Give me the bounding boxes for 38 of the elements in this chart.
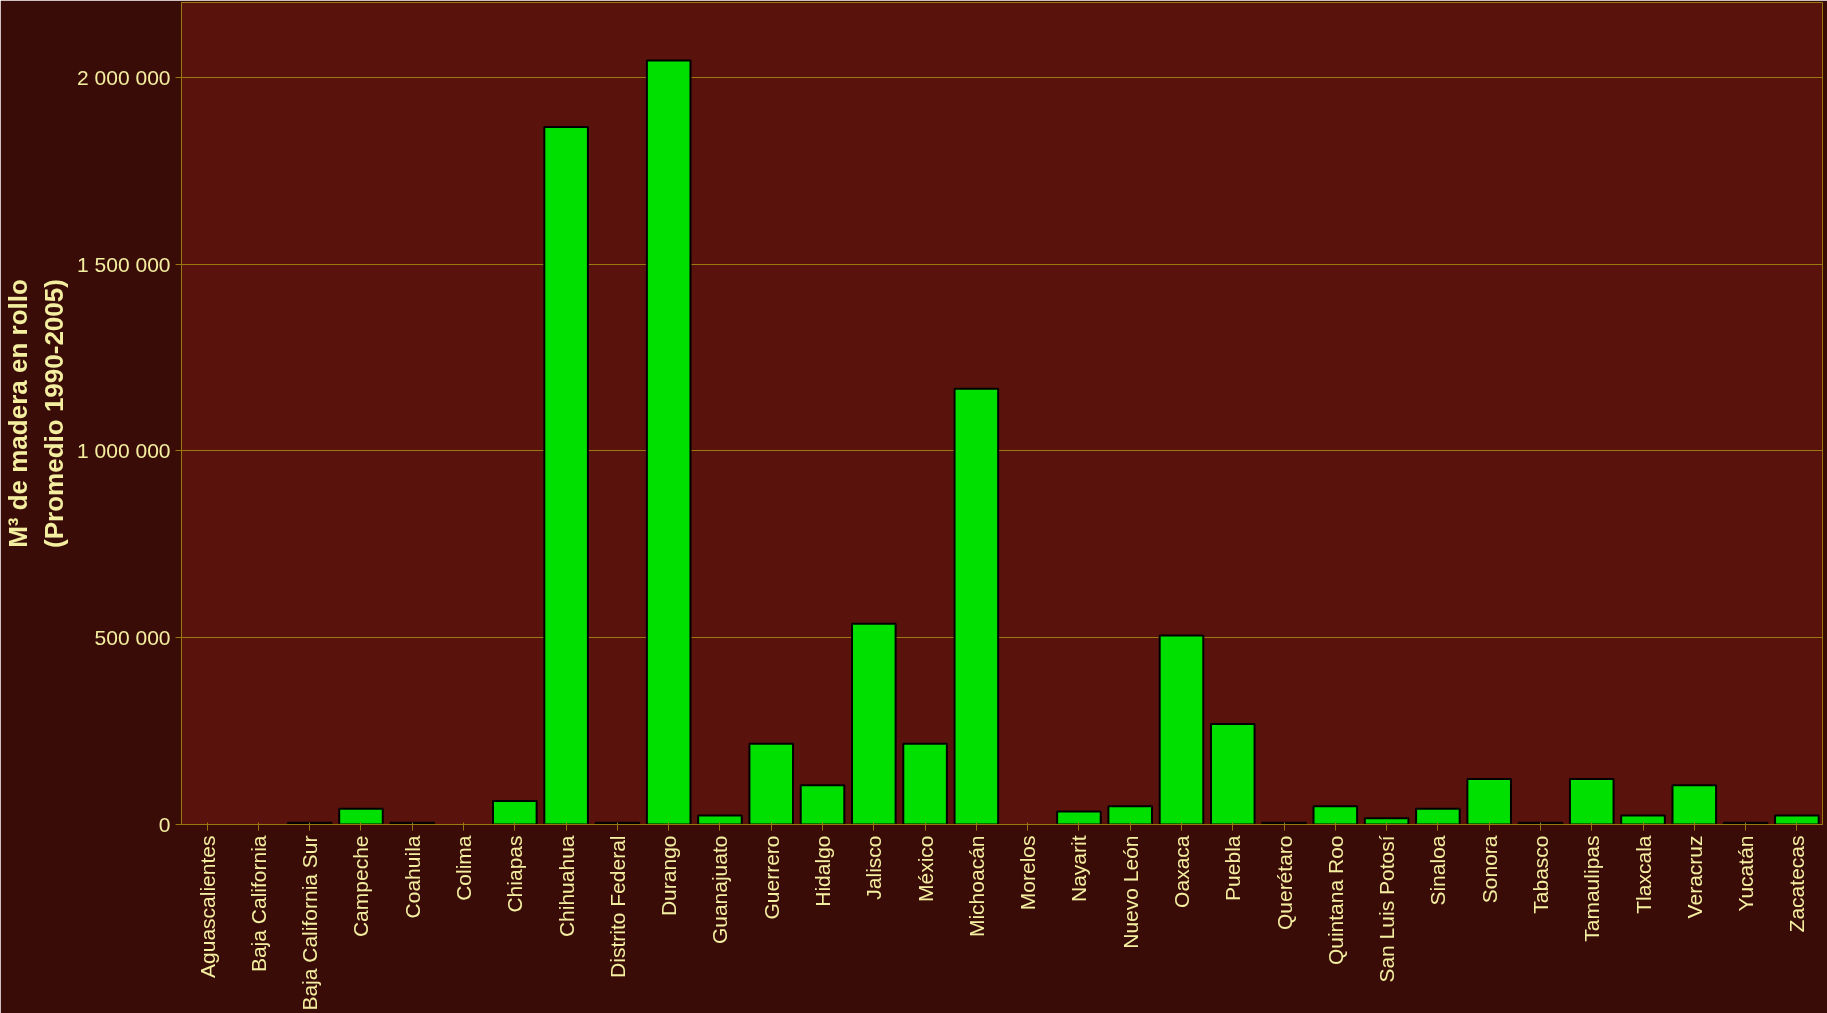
x-tick-label: Quintana Roo [1323, 835, 1347, 966]
x-tick-label: Baja California Sur [298, 835, 322, 1011]
y-tick-label: 1 000 000 [77, 439, 171, 463]
y-axis-title: M³ de madera en rollo (Promedio 1990-2005) [3, 279, 70, 548]
x-tick-label: Sinaloa [1426, 835, 1450, 906]
x-tick-label: Campeche [349, 835, 373, 938]
x-tick-label: Tabasco [1528, 835, 1552, 914]
y-tick-label: 2 000 000 [77, 65, 171, 89]
x-tick-label: Oaxaca [1169, 835, 1193, 908]
x-tick-label: Veracruz [1682, 835, 1706, 919]
x-tick-label: Michoacán [964, 835, 988, 938]
x-tick-label: Chihuahua [554, 835, 578, 938]
x-tick-label: Guanajuato [708, 835, 732, 945]
x-tick-label: Hidalgo [811, 835, 835, 907]
x-tick-label: Guerrero [759, 835, 783, 920]
y-tick-label: 500 000 [94, 626, 171, 650]
x-tick-label: Baja California [246, 835, 270, 973]
x-tick-label: Chiapas [503, 835, 527, 913]
x-tick-label: Zacatecas [1785, 835, 1809, 933]
x-tick-label: Puebla [1221, 835, 1245, 901]
x-tick-label: Tamaulipas [1580, 835, 1604, 942]
x-tick-label: Querétaro [1272, 835, 1296, 931]
x-tick-label: Coahuila [400, 835, 424, 919]
x-tick-label: México [913, 835, 937, 903]
x-tick-label: Durango [657, 835, 681, 917]
x-tick-label: Sonora [1477, 835, 1501, 904]
x-tick-label: Morelos [1016, 835, 1040, 911]
y-tick-label: 0 [158, 813, 171, 836]
x-tick-label: Aguascalientes [195, 835, 219, 978]
y-tick-label: 1 500 000 [77, 252, 171, 276]
x-tick-label: Tlaxcala [1631, 835, 1655, 914]
x-tick-label: Distrito Federal [605, 835, 629, 978]
x-tick-label: Jalisco [862, 835, 886, 900]
x-tick-label: San Luis Potosí [1375, 835, 1399, 983]
x-tick-label: Nuevo León [1118, 835, 1142, 949]
x-tick-label: Nayarit [1067, 835, 1091, 903]
x-tick-label: Yucatán [1734, 835, 1758, 912]
x-tick-label: Colima [452, 835, 476, 901]
